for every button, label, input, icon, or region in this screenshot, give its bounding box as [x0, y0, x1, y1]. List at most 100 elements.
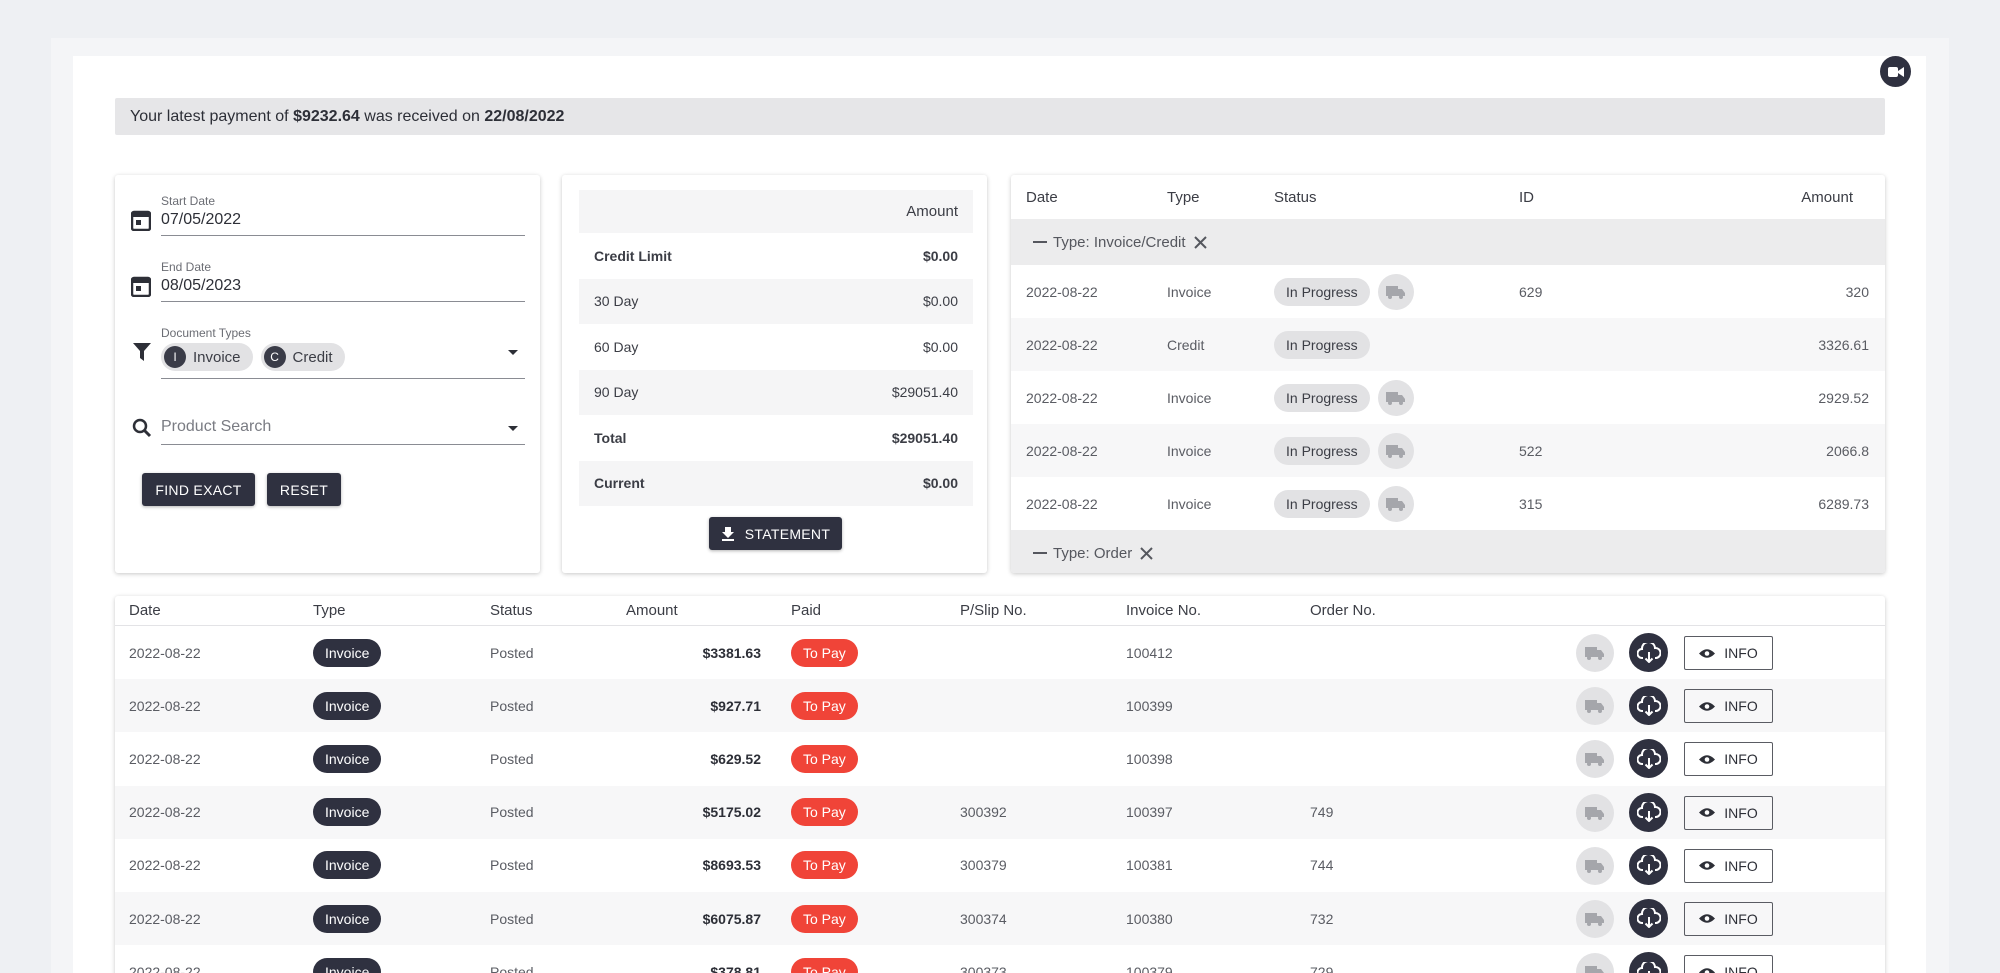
doc-number: 732: [1310, 910, 1334, 927]
truck-button[interactable]: [1377, 432, 1414, 469]
truck-button[interactable]: [1377, 485, 1414, 522]
type-chip: Invoice: [313, 851, 382, 880]
truck-button[interactable]: [1576, 740, 1614, 779]
underline: [161, 235, 525, 236]
order-date: 2022-08-22: [1026, 283, 1098, 300]
banner-text: was received on: [364, 107, 480, 125]
group-row: Type: Invoice/Credit: [1011, 219, 1885, 265]
document-row: 2022-08-22 Invoice Posted $6075.87 To Pay 300…: [115, 891, 1885, 946]
dropdown-arrow[interactable]: [507, 349, 519, 357]
info-label: INFO: [1724, 645, 1758, 661]
paid-chip[interactable]: To Pay: [791, 904, 858, 933]
doc-amount: $5175.02: [702, 804, 761, 821]
truck-button[interactable]: [1576, 793, 1614, 832]
eye-icon: [1699, 861, 1716, 870]
eye-icon: [1699, 701, 1716, 711]
truck-button[interactable]: [1576, 634, 1614, 672]
order-id: 315: [1519, 495, 1543, 512]
download-button[interactable]: [1629, 952, 1668, 973]
doc-amount: $8693.53: [702, 857, 761, 874]
order-row: 2022-08-22 Invoice In Progress 2929.52: [1011, 371, 1885, 424]
truck-icon: [1585, 859, 1604, 873]
paid-chip[interactable]: To Pay: [791, 744, 858, 773]
info-button[interactable]: INFO: [1684, 955, 1773, 973]
chip-label: Invoice: [193, 348, 241, 366]
balance-label: Current: [594, 475, 645, 492]
truck-button[interactable]: [1576, 846, 1614, 885]
truck-button[interactable]: [1576, 899, 1614, 938]
download-button[interactable]: [1629, 739, 1668, 779]
balance-amount: $0.00: [922, 247, 958, 264]
column-header: Order No.: [1310, 602, 1376, 619]
find-exact-button[interactable]: FIND EXACT: [142, 473, 255, 506]
column-header: Amount: [626, 602, 678, 619]
remove-group[interactable]: [1140, 546, 1153, 560]
column-header: P/Slip No.: [960, 602, 1027, 619]
download-button[interactable]: [1629, 686, 1668, 726]
truck-button[interactable]: [1377, 273, 1414, 310]
video-button[interactable]: [1880, 56, 1911, 87]
doc-status: Posted: [490, 750, 534, 767]
paid-chip[interactable]: To Pay: [791, 957, 858, 973]
doc-status: Posted: [490, 963, 534, 973]
type-chip: Invoice: [313, 904, 382, 933]
reset-button[interactable]: RESET: [267, 473, 341, 506]
truck-icon: [1585, 966, 1604, 973]
doc-amount: $3381.63: [702, 644, 761, 661]
paid-cell: To Pay: [791, 679, 858, 732]
document-type-chip[interactable]: C Credit: [260, 343, 345, 371]
statement-button[interactable]: STATEMENT: [709, 517, 842, 550]
document-type-chip[interactable]: I Invoice: [161, 343, 253, 371]
info-button[interactable]: INFO: [1684, 689, 1773, 724]
field-label: End Date: [161, 260, 212, 274]
paid-cell: To Pay: [791, 626, 858, 679]
video-icon: [1887, 66, 1904, 77]
download-button[interactable]: [1629, 898, 1668, 938]
paid-chip[interactable]: To Pay: [791, 638, 858, 667]
group-label-cell: Type: Order: [1033, 530, 1153, 573]
paid-chip[interactable]: To Pay: [791, 798, 858, 827]
paid-chip[interactable]: To Pay: [791, 691, 858, 720]
download-button[interactable]: [1629, 792, 1668, 832]
doc-date: 2022-08-22: [129, 804, 201, 821]
truck-icon: [1385, 444, 1405, 458]
order-type: Invoice: [1167, 495, 1212, 512]
product-search-input[interactable]: Product Search: [161, 418, 272, 435]
column-header: Date: [129, 602, 161, 619]
download-button[interactable]: [1629, 633, 1668, 672]
paid-chip[interactable]: To Pay: [791, 851, 858, 880]
start-date-input[interactable]: 07/05/2022: [161, 211, 242, 228]
doc-number: 100399: [1126, 697, 1173, 714]
doc-date: 2022-08-22: [129, 910, 201, 927]
document-row: 2022-08-22 Invoice Posted $3381.63 To Pay 100…: [115, 626, 1885, 680]
info-button[interactable]: INFO: [1684, 636, 1773, 670]
download-button[interactable]: [1629, 845, 1668, 885]
doc-date: 2022-08-22: [129, 857, 201, 874]
balance-label: 60 Day: [594, 338, 639, 355]
end-date-input[interactable]: 08/05/2023: [161, 277, 242, 294]
cloud-download-icon: [1636, 961, 1661, 973]
truck-icon: [1585, 700, 1604, 714]
info-label: INFO: [1724, 910, 1758, 927]
cloud-download-icon: [1636, 748, 1661, 769]
type-cell: Invoice: [313, 839, 382, 892]
order-amount: 320: [1845, 283, 1869, 300]
info-button[interactable]: INFO: [1684, 742, 1773, 777]
info-button[interactable]: INFO: [1684, 901, 1773, 936]
payment-banner: Your latest payment of $9232.64 was rece…: [115, 98, 1885, 135]
truck-button[interactable]: [1377, 379, 1414, 416]
remove-group[interactable]: [1193, 235, 1207, 249]
info-button[interactable]: INFO: [1684, 795, 1773, 830]
truck-button[interactable]: [1576, 687, 1614, 726]
eye-icon: [1699, 914, 1716, 924]
dropdown-arrow[interactable]: [507, 425, 519, 433]
order-id: 629: [1519, 283, 1543, 300]
cloud-download-icon: [1636, 908, 1661, 929]
status-chip: In Progress: [1274, 277, 1370, 306]
doc-number: 100412: [1126, 644, 1173, 661]
info-button[interactable]: INFO: [1684, 848, 1773, 883]
truck-button[interactable]: [1576, 953, 1614, 973]
doc-amount: $927.71: [710, 697, 761, 714]
truck-icon: [1385, 391, 1405, 405]
paid-cell: To Pay: [791, 786, 858, 839]
